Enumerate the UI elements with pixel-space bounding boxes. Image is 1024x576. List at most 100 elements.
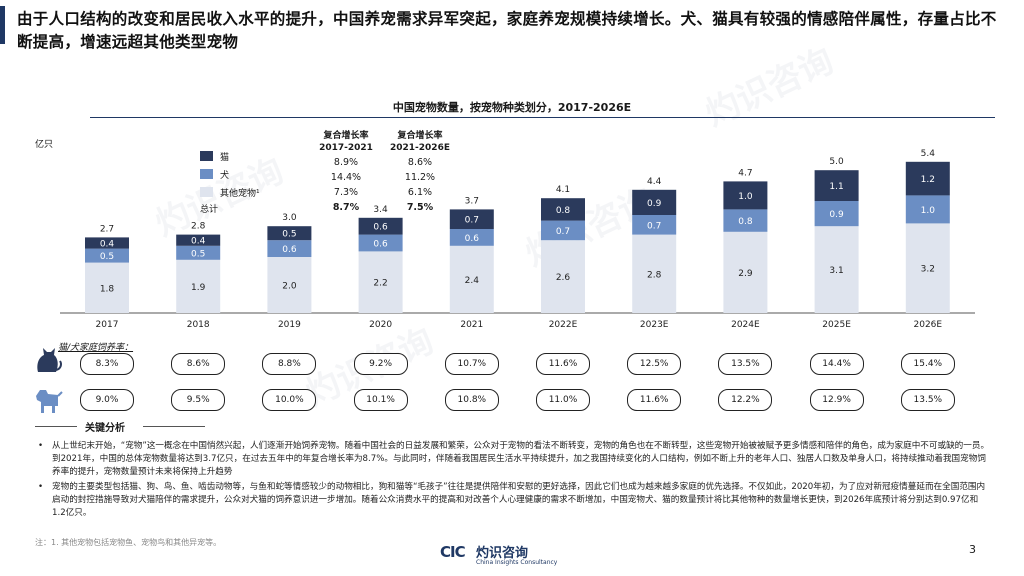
x-tick-label: 2017 [96, 320, 119, 330]
dog-rate-pill: 9.5% [171, 389, 226, 411]
data-label: 2.9 [738, 269, 753, 279]
total-label: 4.4 [647, 177, 662, 187]
data-label: 1.1 [829, 182, 843, 192]
data-label: 0.5 [282, 230, 296, 240]
cat-rate-pill: 15.4% [900, 353, 955, 375]
total-label: 2.8 [191, 222, 206, 232]
legend-label: 总计 [200, 205, 219, 215]
total-label: 5.4 [921, 149, 936, 159]
data-label: 3.2 [921, 265, 935, 275]
legend-swatch-cat [200, 151, 213, 161]
bar-segment [905, 223, 950, 313]
unit-label: 亿只 [35, 140, 54, 150]
x-tick-label: 2020 [369, 320, 392, 330]
page-headline: 由于人口结构的改变和居民收入水平的提升，中国养宠需求异军突起，家庭养宠规模持续增… [17, 10, 997, 51]
bar-segment [267, 226, 312, 241]
data-label: 0.8 [556, 206, 571, 216]
data-label: 1.2 [921, 175, 935, 185]
cat-rate-pill: 13.5% [718, 353, 773, 375]
cagr-dog-2021-2026: 11.2% [404, 172, 436, 183]
chart-title: 中国宠物数量，按宠物种类划分，2017-2026E [392, 101, 632, 114]
cat-rate-pill: 8.3% [80, 353, 134, 375]
x-tick-label: 2018 [187, 320, 210, 330]
data-label: 2.8 [647, 270, 662, 280]
data-label: 0.6 [465, 234, 480, 244]
bar-segment [449, 245, 494, 313]
data-label: 0.6 [373, 223, 388, 233]
data-label: 0.6 [282, 245, 297, 255]
dog-rate-pill: 10.1% [353, 389, 408, 411]
data-label: 2.2 [373, 279, 387, 289]
company-logo: CIC 灼识咨询 China Insights Consultancy [440, 540, 590, 570]
bar-segment [449, 229, 494, 246]
cat-rate-pill: 12.5% [627, 353, 682, 375]
logo-mark: CIC [440, 543, 466, 561]
footnote: 注：1. 其他宠物包括宠物鱼、宠物鸟和其他异宠等。 [35, 538, 222, 547]
data-label: 0.9 [647, 199, 662, 209]
data-label: 0.9 [829, 210, 844, 220]
cat-rate-pill: 8.6% [171, 353, 226, 375]
dog-rate-pill: 10.0% [262, 389, 317, 411]
bullet-item: 宠物的主要类型包括猫、狗、鸟、鱼、啮齿动物等，与鱼和蛇等情感较少的动物相比，狗和… [35, 481, 990, 521]
cagr-header-2017-2021: 复合增长率 2017-2021 [306, 130, 386, 154]
bar-segment [358, 217, 403, 235]
bar-segment [85, 262, 129, 313]
accent-bar [0, 6, 5, 44]
data-label: 2.0 [282, 282, 297, 292]
bar-segment [176, 259, 221, 313]
bar-segment [632, 189, 677, 215]
cat-rate-pill: 9.2% [353, 353, 408, 375]
data-label: 1.0 [738, 192, 753, 202]
x-tick-label: 2026E [914, 320, 943, 330]
data-label: 0.8 [738, 217, 753, 227]
bar-segment [541, 240, 585, 313]
x-tick-label: 2019 [278, 320, 301, 330]
data-label: 0.6 [373, 240, 388, 250]
dog-rate-pill: 11.6% [627, 389, 682, 411]
bar-segment [723, 181, 768, 210]
total-label: 4.1 [556, 185, 570, 195]
bar-segment [267, 257, 312, 313]
bar-segment [85, 237, 129, 249]
cagr-dog-2017-2021: 14.4% [330, 172, 362, 183]
cagr-header-line: 复合增长率 [323, 131, 369, 141]
bar-segment [814, 170, 859, 201]
cagr-header-line: 2021-2026E [390, 143, 450, 153]
bar-segment [905, 195, 950, 224]
cat-rate-pill: 14.4% [809, 353, 864, 375]
cagr-other-2017-2021: 7.3% [333, 187, 359, 198]
data-label: 2.6 [556, 273, 571, 283]
x-tick-label: 2021 [460, 320, 483, 330]
total-label: 3.0 [282, 213, 297, 223]
cagr-header-line: 2017-2021 [319, 143, 373, 153]
total-label: 3.4 [373, 205, 388, 215]
cat-rate-pill: 11.6% [536, 353, 590, 375]
cagr-total-2017-2021: 8.7% [332, 202, 360, 213]
chart-title-rule [90, 117, 995, 118]
x-tick-label: 2022E [549, 320, 578, 330]
legend-swatch-dog [200, 169, 213, 179]
analysis-title: 关键分析 [85, 423, 125, 434]
data-label: 0.5 [191, 249, 205, 259]
dog-icon [36, 390, 63, 413]
total-label: 4.7 [738, 168, 752, 178]
cat-rate-pill: 10.7% [444, 353, 499, 375]
data-label: 1.0 [921, 206, 936, 216]
bar-segment [449, 209, 494, 229]
logo-name-en: China Insights Consultancy [476, 559, 558, 566]
x-tick-label: 2024E [731, 320, 760, 330]
bar-segment [905, 161, 950, 196]
divider [35, 426, 77, 427]
dog-rate-pill: 10.8% [444, 389, 499, 411]
bar-segment [632, 215, 677, 235]
dog-rate-pill: 9.0% [80, 389, 134, 411]
data-label: 0.4 [100, 240, 115, 250]
bar-segment [814, 226, 859, 313]
stacked-bar-chart: 1.8 0.5 0.4 2.7 2017 1.9 0.5 0.4 2.8 2018 2.0 0.6 0.… [60, 149, 975, 330]
bar-segment [267, 240, 312, 257]
cagr-other-2021-2026: 6.1% [407, 187, 433, 198]
total-label: 5.0 [829, 157, 844, 167]
total-label: 2.7 [100, 224, 114, 234]
x-tick-label: 2025E [822, 320, 851, 330]
cagr-cat-2021-2026: 8.6% [407, 157, 433, 168]
